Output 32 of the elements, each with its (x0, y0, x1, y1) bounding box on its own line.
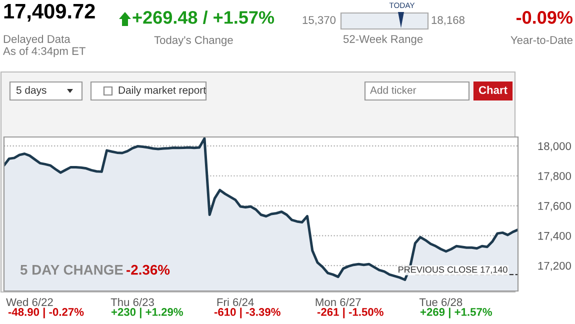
text: -261 | -1.50% (317, 308, 384, 318)
text: As of 4:34pm ET (3, 46, 86, 58)
text: Today's Change (154, 36, 233, 46)
x-tick-label: Tue 6/28 (419, 298, 462, 306)
y-tick-label: 17,800 (538, 172, 571, 182)
annotation: -2.36% (126, 264, 170, 275)
text: 5 days (16, 86, 46, 96)
annotation: 5 DAY CHANGE (20, 264, 123, 275)
text: Delayed Data (4, 34, 70, 46)
text: -0.09% (516, 11, 573, 24)
x-tick-label: Mon 6/27 (316, 298, 361, 306)
y-tick-label: 17,600 (538, 202, 571, 212)
text: Add ticker (370, 86, 416, 94)
text: +230 | +1.29% (111, 308, 184, 318)
text: -48.90 | -0.27% (8, 308, 84, 318)
y-tick-label: 17,400 (538, 232, 571, 242)
text: 18,168 (432, 16, 464, 26)
text: Chart (478, 86, 508, 94)
y-tick-label: 18,000 (538, 142, 571, 152)
x-tick-label: Wed 6/22 (6, 298, 53, 306)
text: 15,370 (302, 16, 336, 26)
text: +269.48 / +1.57% (132, 10, 274, 24)
text: +269 | +1.57% (420, 308, 492, 318)
text: -610 | -3.39% (214, 308, 280, 318)
x-tick-label: Fri 6/24 (217, 298, 254, 306)
y-tick-label: 17,200 (538, 262, 571, 272)
text: 17,409.72 (4, 4, 95, 22)
text: Year-to-Date (510, 36, 573, 44)
text: 52-Week Range (343, 34, 423, 46)
ref-line-label: PREVIOUS CLOSE 17,140 (398, 266, 508, 274)
text: Daily market report (118, 86, 206, 96)
x-tick-label: Thu 6/23 (110, 298, 154, 306)
